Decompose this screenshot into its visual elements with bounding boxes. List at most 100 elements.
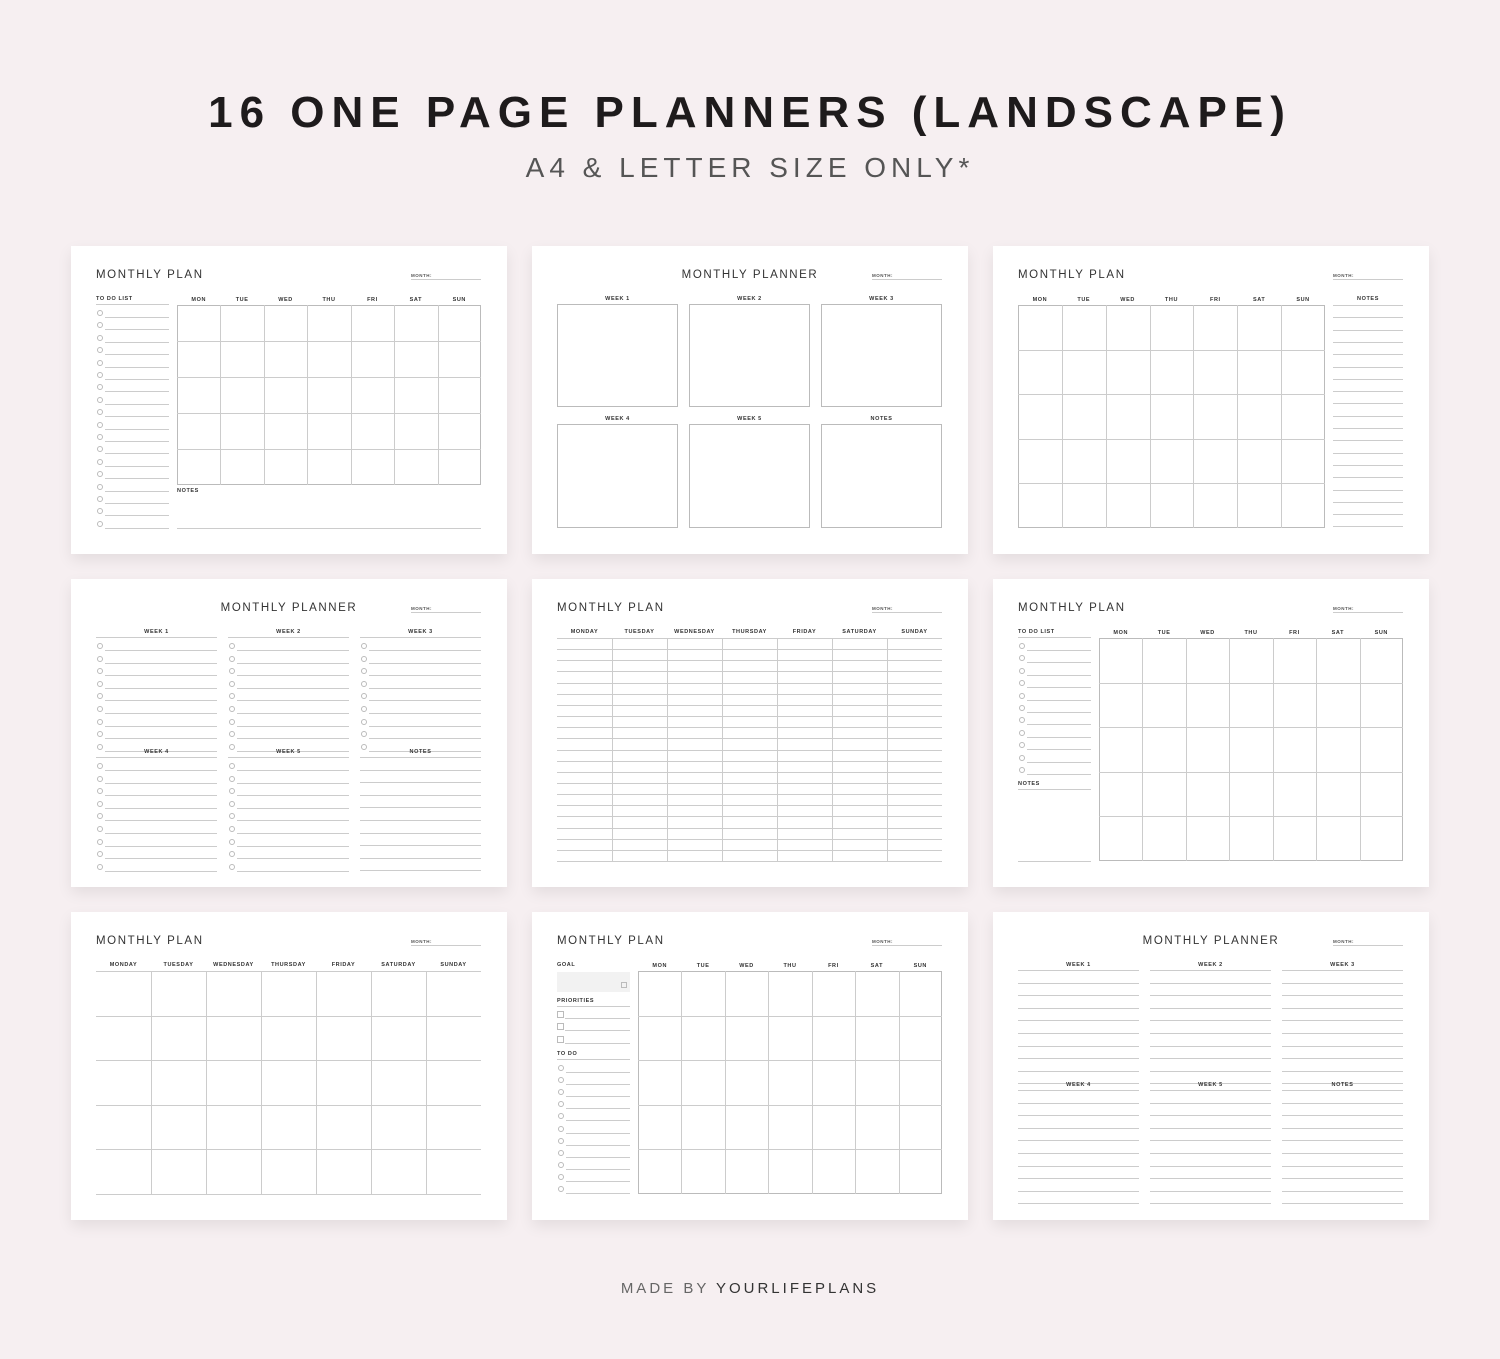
circle-checkbox-icon (97, 800, 103, 807)
section-label: MONDAY (109, 962, 138, 968)
rule-line (557, 861, 942, 862)
circle-checkbox-icon (361, 668, 367, 675)
circle-checkbox-icon (97, 471, 103, 478)
rule-line (369, 700, 481, 702)
rule-line (1018, 1190, 1139, 1192)
month-line (1333, 945, 1403, 946)
month-line (872, 612, 942, 613)
rule-line (1018, 1165, 1139, 1167)
section-label: THURSDAY (271, 962, 306, 968)
rule-line (177, 341, 481, 342)
rule-line (237, 782, 349, 784)
month-label: MONTH: (872, 273, 893, 278)
rule-line (105, 820, 217, 822)
rule-line (360, 832, 481, 834)
grid-line (1229, 638, 1231, 861)
planner-card-lined-week[interactable]: MONTHLY PLAN MONTH: MONDAY TUESDAY WEDNESDAY… (532, 579, 968, 887)
rule-line (1282, 1045, 1403, 1047)
footer-brand: YOURLIFEPLANS (715, 1280, 880, 1297)
circle-checkbox-icon (97, 322, 103, 329)
planner-card-todo-calendar[interactable]: MONTHLY PLAN MONTH: TO DO LIST MON TUE WED THU… (71, 246, 507, 554)
card-title: MONTHLY PLAN (557, 602, 665, 614)
rule-line (1018, 1203, 1139, 1205)
week-box (557, 304, 678, 407)
rule-line (1018, 982, 1139, 984)
rule-line (105, 795, 217, 797)
circle-checkbox-icon (97, 851, 103, 858)
rule-line (1282, 1127, 1403, 1129)
week-box (821, 304, 942, 407)
planner-card-full-calendar[interactable]: MONTHLY PLAN MONTH: MONDAY TUESDAY WEDNESDAY… (71, 912, 507, 1220)
circle-checkbox-icon (558, 1186, 564, 1192)
rule-line (1150, 1165, 1271, 1167)
rule-line (565, 1030, 630, 1032)
circle-checkbox-icon (97, 813, 103, 820)
rule-line (105, 687, 217, 689)
planner-card-goal-calendar[interactable]: MONTHLY PLAN MONTH: GOAL PRIORITIES TO DO MON… (532, 912, 968, 1220)
circle-checkbox-icon (361, 693, 367, 700)
grid-line (1359, 638, 1361, 861)
rule-line (360, 794, 481, 796)
circle-checkbox-icon (558, 1089, 564, 1096)
card-title: MONTHLY PLANNER (220, 602, 358, 614)
planner-card-calendar-notes[interactable]: MONTHLY PLAN MONTH: MON TUE WED THU FRI SAT SUN N… (993, 246, 1429, 554)
rule-line (105, 725, 217, 727)
grid-line (307, 305, 309, 485)
section-label: SATURDAY (381, 962, 416, 968)
planner-card-week-lines[interactable]: MONTHLY PLANNER MONTH: WEEK 1 WEEK 2 WEEK 3 W… (993, 912, 1429, 1220)
rule-line (1282, 1153, 1403, 1154)
footer-credit: MADE BY YOURLIFEPLANS (0, 1280, 1500, 1297)
section-label: SUNDAY (901, 629, 928, 635)
rule-line (237, 713, 349, 714)
rule-line (177, 528, 481, 529)
rule-line (105, 527, 169, 529)
circle-checkbox-icon (558, 1101, 564, 1108)
circle-checkbox-icon (229, 800, 235, 807)
card-title: MONTHLY PLAN (1018, 269, 1126, 281)
checkbox-icon (621, 982, 627, 988)
section-label: FRI (828, 963, 839, 969)
week-box (689, 424, 810, 528)
section-label: WED (739, 963, 754, 969)
grid-line (206, 971, 207, 1194)
circle-checkbox-icon (97, 763, 103, 769)
circle-checkbox-icon (97, 643, 103, 649)
rule-line (1018, 1115, 1139, 1117)
section-label: FRIDAY (792, 629, 817, 635)
rule-line (1018, 1090, 1139, 1091)
planner-card-week-boxes[interactable]: MONTHLY PLANNER MONTH: WEEK 1 WEEK 2 WEEK 3 W… (532, 246, 968, 554)
grid-line (261, 971, 262, 1194)
rule-line (1282, 1090, 1403, 1091)
month-line (411, 612, 481, 613)
rule-line (360, 807, 481, 809)
rule-line (566, 1193, 630, 1194)
rule-line (360, 820, 481, 821)
rule-line (369, 675, 481, 677)
rule-line (557, 816, 942, 818)
circle-checkbox-icon (1019, 717, 1025, 724)
rule-line (96, 304, 169, 305)
section-label: NOTES (1357, 296, 1379, 302)
rule-line (1150, 1090, 1271, 1091)
circle-checkbox-icon (229, 763, 235, 769)
section-label: TUE (235, 297, 249, 303)
planner-card-week-checklists[interactable]: MONTHLY PLANNER MONTH: WEEK 1 WEEK 2 WEEK 3 W… (71, 579, 507, 887)
rule-line (1018, 1058, 1139, 1060)
circle-checkbox-icon (229, 813, 235, 820)
rule-line (237, 845, 349, 847)
section-label: SAT (409, 297, 423, 303)
circle-checkbox-icon (97, 838, 103, 845)
section-label: FRI (367, 297, 378, 303)
rule-line (105, 750, 217, 752)
circle-checkbox-icon (97, 396, 103, 403)
grid-line (426, 971, 427, 1194)
rule-line (1150, 1203, 1271, 1205)
planner-card-todo-notes-calendar[interactable]: MONTHLY PLAN MONTH: TO DO LIST NOTES MON TUE W… (993, 579, 1429, 887)
rule-line (565, 1018, 630, 1019)
footer-prefix: MADE BY (620, 1280, 710, 1297)
rule-line (566, 1156, 630, 1158)
circle-checkbox-icon (229, 668, 235, 675)
section-label: TUE (696, 963, 710, 969)
rule-line (557, 827, 942, 829)
grid-line (1272, 638, 1274, 861)
